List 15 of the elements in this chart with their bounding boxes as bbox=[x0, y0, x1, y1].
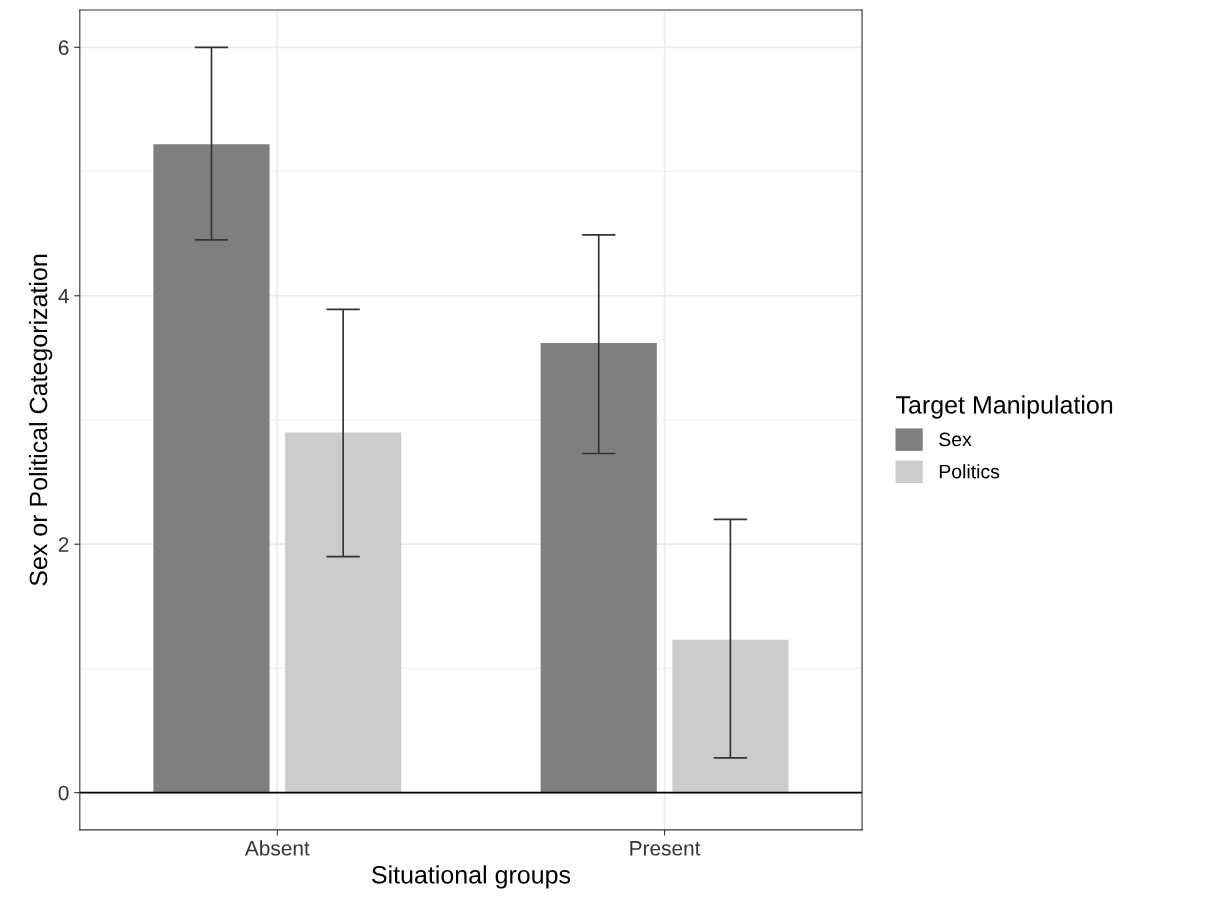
y-axis-title: Sex or Political Categorization bbox=[28, 254, 53, 586]
legend-label: Sex bbox=[939, 432, 972, 447]
bar bbox=[285, 432, 402, 793]
bar bbox=[153, 144, 270, 793]
bar bbox=[540, 342, 657, 793]
x-axis-title: Situational groups bbox=[372, 865, 571, 889]
bar bbox=[672, 639, 789, 793]
legend-label: Politics bbox=[939, 464, 1000, 479]
x-tick-label: Absent bbox=[244, 840, 310, 856]
y-tick-label: 0 bbox=[58, 785, 69, 801]
x-tick-label: Present bbox=[630, 841, 701, 856]
legend-title: Target Manipulation bbox=[896, 395, 1113, 419]
y-tick-label: 4 bbox=[58, 288, 69, 304]
y-tick-label: 2 bbox=[58, 537, 69, 552]
y-tick-label: 6 bbox=[58, 40, 69, 56]
